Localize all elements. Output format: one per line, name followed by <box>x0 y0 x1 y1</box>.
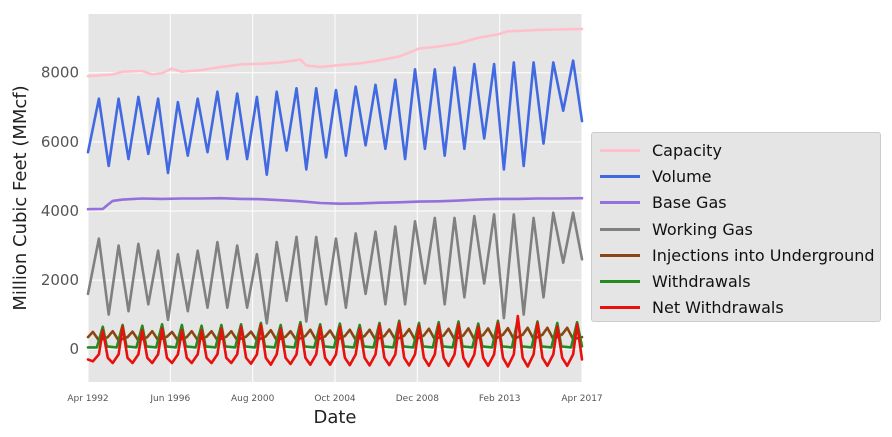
y-tick-label: 6000 <box>41 133 79 151</box>
legend-label: Working Gas <box>652 219 753 239</box>
x-tick-label: Oct 2004 <box>314 394 356 404</box>
series-line-working-gas <box>86 211 584 325</box>
x-tick-label: Aug 2000 <box>231 394 275 404</box>
legend-label: Volume <box>652 166 712 186</box>
series-line-capacity <box>86 27 584 78</box>
series-line-base-gas <box>86 196 584 211</box>
legend-entry-working-gas: Working Gas <box>592 216 880 242</box>
y-tick-label: 4000 <box>41 202 79 220</box>
x-tick-label: Dec 2008 <box>396 394 439 404</box>
series-line-net-withdrawals <box>86 314 584 368</box>
x-tick-label: Apr 1992 <box>67 394 108 404</box>
legend-swatch <box>600 201 640 205</box>
legend-entry-injections-into-underground: Injections into Underground <box>592 242 880 268</box>
legend-label: Injections into Underground <box>652 245 875 265</box>
legend-swatch <box>600 227 640 231</box>
legend-swatch <box>600 174 640 178</box>
x-axis-ticks: Apr 1992 Jun 1996 Aug 2000 Oct 2004 Dec 2008… <box>67 394 602 404</box>
legend-entry-base-gas: Base Gas <box>592 190 880 216</box>
x-tick-label: Feb 2013 <box>479 394 521 404</box>
legend-label: Net Withdrawals <box>652 298 784 318</box>
y-axis-ticks: 0 2000 4000 6000 8000 <box>41 64 79 358</box>
x-axis-label: Date <box>313 407 356 428</box>
legend-swatch <box>600 306 640 310</box>
legend-label: Capacity <box>652 140 722 160</box>
legend-swatch <box>600 253 640 257</box>
x-tick-label: Apr 2017 <box>561 394 602 404</box>
y-axis-label: Million Cubic Feet (MMcf) <box>10 85 31 310</box>
legend-entry-capacity: Capacity <box>592 137 880 163</box>
legend: Capacity Volume Base Gas Working Gas Injecti… <box>591 132 881 322</box>
legend-swatch <box>600 280 640 284</box>
x-tick-label: Jun 1996 <box>149 394 190 404</box>
legend-entry-net-withdrawals: Net Withdrawals <box>592 295 880 321</box>
legend-label: Withdrawals <box>652 272 751 292</box>
legend-label: Base Gas <box>652 193 727 213</box>
series-line-volume <box>86 59 584 176</box>
y-tick-label: 8000 <box>41 64 79 82</box>
legend-swatch <box>600 148 640 152</box>
series-lines <box>86 27 584 368</box>
y-tick-label: 2000 <box>41 271 79 289</box>
legend-entry-withdrawals: Withdrawals <box>592 268 880 294</box>
series-line-injections-into-underground <box>86 326 584 342</box>
y-tick-label: 0 <box>69 340 79 358</box>
legend-entry-volume: Volume <box>592 163 880 189</box>
